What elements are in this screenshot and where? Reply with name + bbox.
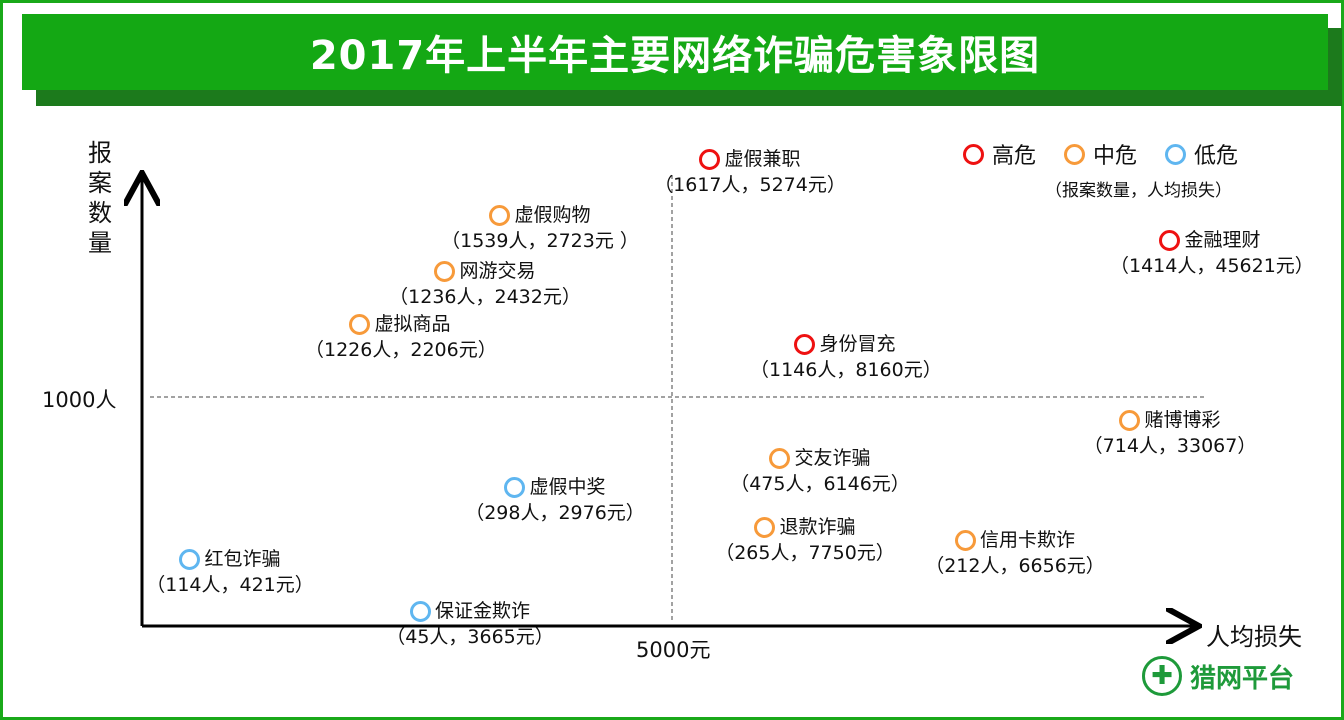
point-marker: [1159, 229, 1181, 251]
point-value-label: （1414人，45621元）: [1110, 255, 1314, 277]
point-name: 退款诈骗: [779, 516, 856, 538]
legend-marker: [963, 143, 984, 165]
point-marker: [1119, 409, 1141, 431]
legend: 高危 中危 低危: [963, 138, 1238, 170]
data-point: 虚假购物 （1539人，2723元 ）: [425, 202, 655, 254]
data-point: 退款诈骗 （265人，7750元）: [700, 514, 910, 566]
point-marker: [409, 600, 431, 622]
legend-item-high: 高危: [963, 138, 1036, 170]
point-header: 金融理财: [1110, 227, 1310, 253]
point-name: 金融理财: [1184, 229, 1261, 251]
point-marker: [954, 529, 976, 551]
data-point: 虚拟商品 （1226人，2206元）: [305, 311, 497, 363]
point-value-label: （212人，6656元）: [925, 555, 1105, 577]
point-name: 网游交易: [459, 260, 536, 282]
y-axis-label: 报案数量: [88, 139, 112, 257]
legend-item-mid: 中危: [1064, 138, 1137, 170]
logo: ✚ 猎网平台: [1142, 656, 1294, 696]
point-name: 交友诈骗: [794, 447, 871, 469]
point-header: 赌博博彩: [1070, 407, 1270, 433]
x-axis-label: 人均损失: [1206, 623, 1302, 651]
point-marker: [179, 548, 201, 570]
data-point: 赌博博彩 （714人，33067）: [1070, 407, 1270, 459]
point-value-label: （45人，3665元）: [386, 626, 554, 648]
point-header: 信用卡欺诈: [905, 527, 1125, 553]
point-name: 虚拟商品: [374, 313, 451, 335]
point-header: 身份冒充: [750, 331, 940, 357]
y-threshold-label: 1000人: [42, 388, 117, 412]
data-point: 网游交易 （1236人，2432元）: [375, 258, 595, 310]
point-value-label: （1236人，2432元）: [389, 286, 581, 308]
point-name: 保证金欺诈: [434, 600, 530, 622]
point-name: 虚假中奖: [529, 476, 606, 498]
point-header: 退款诈骗: [700, 514, 910, 540]
point-marker: [349, 313, 371, 335]
point-header: 虚拟商品: [305, 311, 495, 337]
point-header: 交友诈骗: [715, 445, 925, 471]
data-point: 交友诈骗 （475人，6146元）: [715, 445, 925, 497]
point-value-label: （1226人，2206元）: [305, 339, 497, 361]
point-header: 保证金欺诈: [370, 598, 570, 624]
logo-text: 猎网平台: [1190, 663, 1295, 694]
point-value-label: （1539人，2723元 ）: [441, 230, 639, 252]
legend-item-low: 低危: [1165, 138, 1238, 170]
point-header: 红包诈骗: [135, 546, 325, 572]
x-threshold-label: 5000元: [636, 638, 711, 662]
legend-marker: [1165, 143, 1187, 165]
point-value-label: （714人，33067）: [1083, 435, 1257, 457]
point-name: 虚假兼职: [724, 148, 801, 170]
data-point: 虚假中奖 （298人，2976元）: [450, 474, 660, 526]
point-header: 虚假购物: [425, 202, 655, 228]
point-marker: [769, 447, 791, 469]
point-header: 虚假中奖: [450, 474, 660, 500]
legend-label: 高危: [992, 144, 1037, 169]
point-header: 网游交易: [375, 258, 595, 284]
point-name: 身份冒充: [819, 333, 896, 355]
data-point: 保证金欺诈 （45人，3665元）: [370, 598, 570, 650]
point-value-label: （114人，421元）: [146, 574, 314, 596]
point-header: 虚假兼职: [640, 146, 860, 172]
point-marker: [434, 260, 456, 282]
data-point: 信用卡欺诈 （212人，6656元）: [905, 527, 1125, 579]
point-marker: [754, 516, 776, 538]
legend-marker: [1064, 143, 1086, 165]
point-name: 赌博博彩: [1144, 409, 1221, 431]
point-name: 红包诈骗: [204, 548, 281, 570]
point-value-label: （265人，7750元）: [715, 542, 895, 564]
point-name: 虚假购物: [514, 204, 591, 226]
point-marker: [504, 476, 526, 498]
legend-label: 低危: [1194, 144, 1239, 169]
point-name: 信用卡欺诈: [979, 529, 1075, 551]
point-value-label: （475人，6146元）: [730, 473, 910, 495]
data-point: 金融理财 （1414人，45621元）: [1110, 227, 1314, 279]
chart-title: 2017年上半年主要网络诈骗危害象限图: [22, 14, 1328, 90]
data-point: 虚假兼职 （1617人，5274元）: [640, 146, 860, 198]
logo-cross-icon: ✚: [1142, 656, 1182, 696]
point-marker: [699, 148, 721, 170]
data-point: 红包诈骗 （114人，421元）: [135, 546, 325, 598]
point-marker: [489, 204, 511, 226]
legend-note: （报案数量，人均损失）: [1045, 181, 1232, 201]
legend-label: 中危: [1093, 144, 1138, 169]
data-point: 身份冒充 （1146人，8160元）: [750, 331, 942, 383]
point-value-label: （1146人，8160元）: [750, 359, 942, 381]
point-marker: [794, 333, 816, 355]
point-value-label: （298人，2976元）: [465, 502, 645, 524]
point-value-label: （1617人，5274元）: [654, 174, 846, 196]
